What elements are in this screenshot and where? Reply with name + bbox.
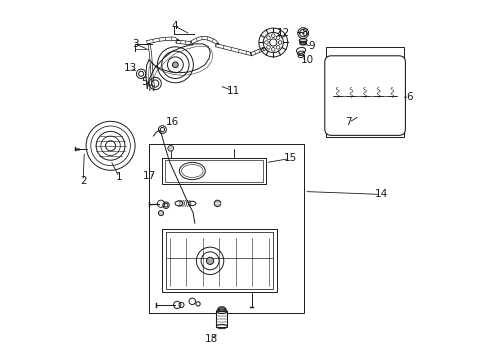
Bar — [162, 158, 265, 184]
Text: 15: 15 — [284, 153, 297, 163]
Bar — [164, 160, 263, 182]
Text: 18: 18 — [204, 334, 217, 344]
Text: 4: 4 — [171, 21, 177, 31]
Circle shape — [158, 211, 163, 216]
Circle shape — [167, 145, 173, 151]
Text: 3: 3 — [131, 39, 138, 49]
Circle shape — [172, 62, 178, 68]
Text: 7: 7 — [345, 117, 351, 127]
Circle shape — [206, 257, 213, 264]
Bar — [149, 144, 303, 313]
Text: 8: 8 — [301, 28, 307, 38]
Text: 17: 17 — [142, 171, 156, 181]
Bar — [216, 311, 227, 327]
Circle shape — [214, 200, 220, 207]
Text: 16: 16 — [165, 117, 179, 127]
Text: 14: 14 — [374, 189, 387, 199]
Text: 11: 11 — [226, 86, 239, 96]
Text: 6: 6 — [405, 92, 412, 102]
Text: 13: 13 — [123, 63, 136, 73]
Bar — [166, 232, 272, 289]
Text: 12: 12 — [276, 28, 289, 38]
Polygon shape — [162, 229, 276, 292]
Text: 1: 1 — [116, 172, 122, 182]
FancyBboxPatch shape — [324, 56, 405, 135]
Text: 10: 10 — [300, 55, 313, 66]
Circle shape — [269, 256, 275, 263]
Text: 5: 5 — [141, 77, 147, 87]
Bar — [325, 47, 404, 137]
Text: 9: 9 — [308, 41, 315, 51]
Text: 2: 2 — [80, 176, 86, 186]
